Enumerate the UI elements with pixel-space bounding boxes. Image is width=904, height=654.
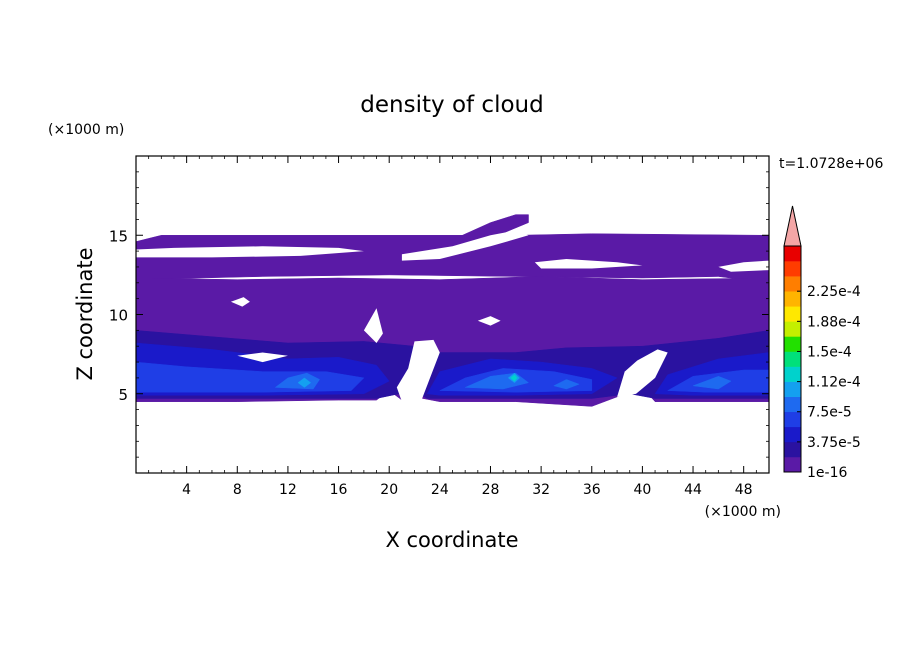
colorbar-segment-3 xyxy=(784,411,801,428)
colorbar-label-2: 7.5e-5 xyxy=(807,405,852,421)
y-axis: 5 10 15 xyxy=(109,171,769,458)
time-label: t=1.0728e+06 xyxy=(779,156,883,172)
y-tick-label-5: 5 xyxy=(118,386,128,404)
x-tick-label-32: 32 xyxy=(532,482,550,498)
colorbar-segment-12 xyxy=(784,276,801,292)
cloud-gap-1 xyxy=(401,230,529,261)
colorbar-segment-6 xyxy=(784,366,801,382)
cloud-gap-5 xyxy=(477,316,501,326)
contour-region-14 xyxy=(297,377,312,388)
cloud-gap-2 xyxy=(534,259,643,269)
cloud-gap-7 xyxy=(237,352,288,363)
x-tick-label-16: 16 xyxy=(330,482,348,498)
chart-title: density of cloud xyxy=(360,92,543,118)
x-tick-label-44: 44 xyxy=(684,482,702,498)
cloud-gap-9 xyxy=(617,349,668,397)
x-tick-label-28: 28 xyxy=(482,482,500,498)
x-tick-label-40: 40 xyxy=(633,482,651,498)
x-axis-label: X coordinate xyxy=(385,528,518,552)
x-tick-label-36: 36 xyxy=(583,482,601,498)
x-tick-label-4: 4 xyxy=(182,482,191,498)
contour-region-12 xyxy=(553,379,580,390)
colorbar: 1e-16 3.75e-5 7.5e-5 1.12e-4 1.5e-4 1.88e-4 2.… xyxy=(783,205,861,481)
colorbar-segment-9 xyxy=(784,321,801,337)
x-tick-label-48: 48 xyxy=(735,482,753,498)
colorbar-segment-8 xyxy=(784,336,801,352)
x-unit-label: (×1000 m) xyxy=(705,504,781,520)
x-tick-label-20: 20 xyxy=(380,482,398,498)
x-tick-label-12: 12 xyxy=(279,482,297,498)
cloud-gap-8 xyxy=(396,339,440,402)
colorbar-segment-13 xyxy=(784,261,801,277)
x-tick-label-8: 8 xyxy=(233,482,242,498)
colorbar-label-6: 2.25e-4 xyxy=(807,284,861,300)
plot-area xyxy=(135,155,770,474)
y-unit-label: (×1000 m) xyxy=(48,122,124,138)
colorbar-label-0: 1e-16 xyxy=(807,465,847,481)
y-axis-label: Z coordinate xyxy=(73,247,97,380)
cloud-gap-6 xyxy=(363,308,383,343)
contour-regions xyxy=(136,214,769,407)
contour-region-13 xyxy=(692,376,732,390)
colorbar-label-3: 1.12e-4 xyxy=(807,375,861,391)
colorbar-label-5: 1.88e-4 xyxy=(807,314,861,330)
colorbar-segment-5 xyxy=(784,381,801,397)
colorbar-segment-10 xyxy=(784,306,801,322)
cloud-gap-0 xyxy=(136,246,364,258)
x-axis: 4 8 12 16 20 24 28 32 36 40 44 48 xyxy=(148,156,757,498)
colorbar-segment-0 xyxy=(784,456,801,473)
colorbar-segment-11 xyxy=(784,291,801,307)
colorbar-segment-4 xyxy=(784,396,801,413)
colorbar-segment-2 xyxy=(784,426,801,443)
y-tick-label-10: 10 xyxy=(109,307,128,325)
colorbar-label-1: 3.75e-5 xyxy=(807,435,861,451)
y-tick-label-15: 15 xyxy=(109,227,128,245)
cloud-gap-3 xyxy=(718,260,769,272)
colorbar-segment-7 xyxy=(784,351,801,367)
colorbar-segment-14 xyxy=(784,246,801,262)
colorbar-segment-1 xyxy=(784,441,801,458)
cloud-gap-4 xyxy=(230,297,250,307)
x-tick-label-24: 24 xyxy=(431,482,449,498)
contour-holes xyxy=(136,230,769,402)
contour-region-10 xyxy=(274,372,320,390)
contour-region-16 xyxy=(510,374,518,382)
colorbar-frame xyxy=(783,245,802,473)
colorbar-extend-arrow xyxy=(783,205,802,247)
colorbar-label-4: 1.5e-4 xyxy=(807,344,852,360)
